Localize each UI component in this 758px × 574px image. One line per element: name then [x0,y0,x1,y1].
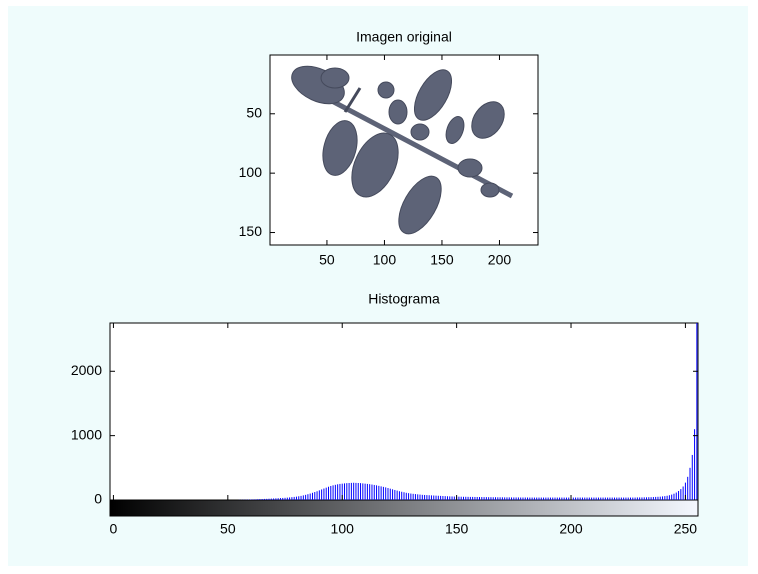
x-tick-label: 0 [110,521,118,537]
y-tick-label: 150 [239,223,263,239]
image-title: Imagen original [356,29,452,45]
colorbar [109,499,699,517]
y-tick-label: 1000 [71,426,102,442]
image-axes-box [269,54,539,246]
x-tick-label: 50 [319,252,335,268]
y-tick-label: 50 [246,104,262,120]
histogram-axes [109,322,699,501]
y-tick-label: 0 [94,491,102,507]
histogram-title: Histograma [368,291,440,307]
x-tick-label: 50 [220,521,236,537]
x-tick-label: 150 [445,521,469,537]
x-tick-label: 150 [430,252,454,268]
x-tick-label: 100 [331,521,355,537]
x-tick-label: 100 [373,252,397,268]
x-tick-label: 250 [674,521,698,537]
leaf-image [291,65,514,235]
y-tick-label: 2000 [71,362,102,378]
y-tick-label: 100 [239,164,263,180]
x-tick-label: 200 [488,252,512,268]
x-tick-label: 200 [559,521,583,537]
